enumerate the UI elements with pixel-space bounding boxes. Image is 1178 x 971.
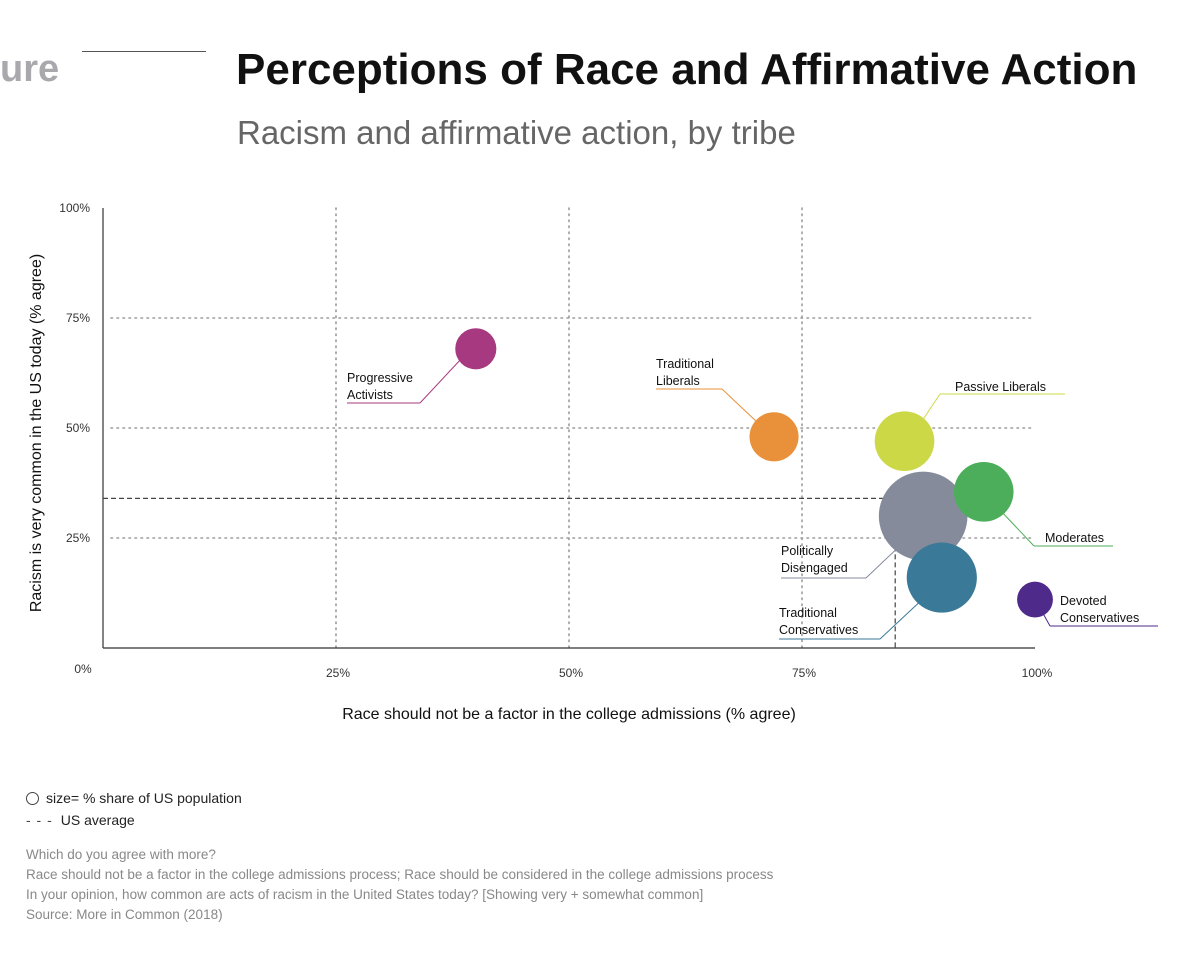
legend-size-label: size= % share of US population (46, 790, 242, 806)
cropped-heading-fragment: ure (0, 48, 60, 90)
legend: size= % share of US population - - - US … (26, 787, 242, 831)
note-question-2: In your opinion, how common are acts of … (26, 887, 704, 902)
note-options: Race should not be a factor in the colle… (26, 867, 774, 882)
x-tick-label: 100% (1022, 666, 1053, 680)
legend-average-entry: - - - US average (26, 809, 242, 831)
y-tick-label: 75% (66, 311, 90, 325)
bubble (953, 462, 1014, 522)
bubble (749, 412, 799, 462)
leader-line (999, 509, 1035, 547)
chart-title: Perceptions of Race and Affirmative Acti… (236, 45, 1138, 94)
bubble (1017, 581, 1053, 618)
bubble-label: Conservatives (779, 623, 858, 637)
y-axis-title: Racism is very common in the US today (%… (28, 254, 45, 612)
dashed-line-icon: - - - (26, 812, 53, 828)
note-source: Source: More in Common (2018) (26, 907, 223, 922)
bubble (874, 411, 935, 472)
bubble-label: Conservatives (1060, 611, 1139, 625)
bubble-label: Disengaged (781, 561, 848, 575)
circle-icon (26, 791, 39, 805)
bubble (455, 328, 497, 370)
x-tick-label: 50% (559, 666, 583, 680)
legend-size-entry: size= % share of US population (26, 787, 242, 809)
bubble-label: Devoted (1060, 594, 1107, 608)
legend-average-label: US average (60, 812, 135, 828)
y-tick-label: 50% (66, 421, 90, 435)
x-tick-label: 75% (792, 666, 816, 680)
note-question-1: Which do you agree with more? (26, 847, 216, 862)
bubble (878, 471, 968, 561)
bubble-label: Passive Liberals (955, 380, 1046, 394)
leader-line (721, 388, 759, 424)
bubble-label: Liberals (656, 374, 700, 388)
bubble (906, 542, 977, 613)
header-rule (82, 51, 206, 52)
x-tick-label: 0% (74, 662, 92, 676)
x-tick-label: 25% (326, 666, 350, 680)
bubble-label: Politically (781, 544, 834, 558)
y-tick-label: 100% (59, 201, 90, 215)
bubble-label: Traditional (779, 606, 837, 620)
bubble-label: Progressive (347, 371, 413, 385)
leader-line (419, 357, 463, 404)
chart-notes: Which do you agree with more? Race shoul… (26, 845, 773, 925)
x-axis-title: Race should not be a factor in the colle… (342, 706, 796, 723)
chart-subtitle: Racism and affirmative action, by tribe (237, 114, 796, 151)
bubble-label: Activists (347, 388, 393, 402)
y-tick-label: 25% (66, 531, 90, 545)
bubble-label: Moderates (1045, 531, 1104, 545)
bubble-label: Traditional (656, 357, 714, 371)
